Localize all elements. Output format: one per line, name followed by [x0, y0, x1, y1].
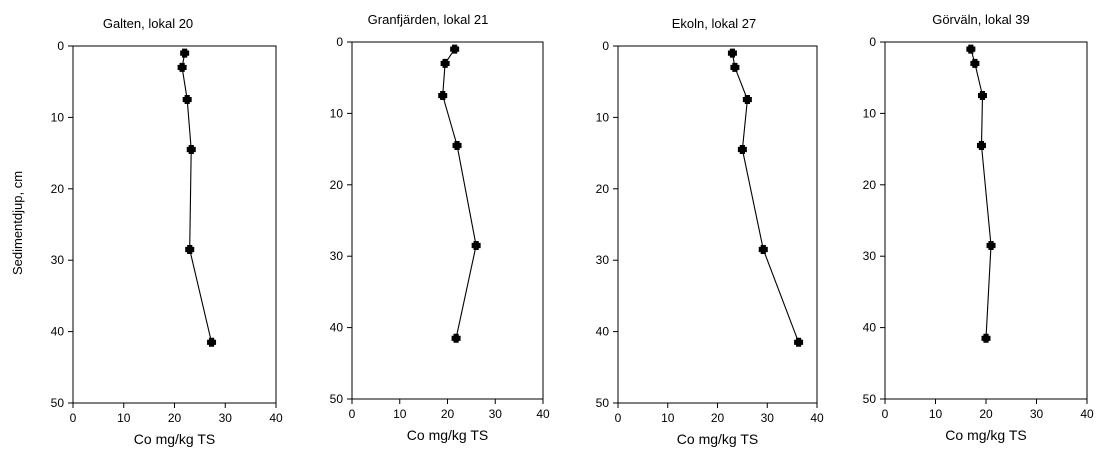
x-tick-label: 40 — [1080, 407, 1094, 421]
y-tick-label: 50 — [330, 392, 344, 406]
data-point — [737, 145, 747, 155]
data-point — [758, 244, 768, 254]
y-tick-label: 20 — [51, 182, 65, 196]
data-point — [438, 91, 448, 101]
y-axis-label: Sedimentdjup, cm — [10, 171, 25, 275]
y-tick-label: 40 — [596, 325, 610, 339]
data-point — [986, 240, 996, 250]
data-point — [450, 44, 460, 54]
x-tick-label: 0 — [349, 407, 356, 421]
data-point — [727, 48, 737, 58]
data-point — [186, 145, 196, 155]
y-tick-label: 50 — [596, 396, 610, 410]
data-point — [440, 58, 450, 68]
x-tick-label: 30 — [761, 411, 775, 425]
panel-title: Görväln, lokal 39 — [932, 12, 1030, 27]
x-tick-label: 10 — [117, 411, 131, 425]
y-tick-label: 40 — [330, 321, 344, 335]
data-point — [207, 337, 217, 347]
y-tick-label: 10 — [863, 106, 877, 120]
x-tick-label: 20 — [979, 407, 993, 421]
panel-title: Ekoln, lokal 27 — [672, 16, 757, 31]
y-tick-label: 40 — [51, 325, 65, 339]
x-tick-label: 20 — [711, 411, 725, 425]
x-axis-label: Co mg/kg TS — [407, 427, 488, 443]
data-point — [452, 141, 462, 151]
x-tick-label: 40 — [536, 407, 550, 421]
panel-title: Galten, lokal 20 — [103, 16, 193, 31]
data-point — [177, 62, 187, 72]
y-tick-label: 50 — [51, 396, 65, 410]
x-tick-label: 30 — [219, 411, 233, 425]
y-tick-label: 30 — [51, 253, 65, 267]
data-point — [451, 333, 461, 343]
y-tick-label: 20 — [863, 178, 877, 192]
x-tick-label: 40 — [269, 411, 283, 425]
y-tick-label: 10 — [596, 110, 610, 124]
x-tick-label: 0 — [882, 407, 889, 421]
panel-title: Granfjärden, lokal 21 — [368, 12, 489, 27]
x-tick-label: 0 — [70, 411, 77, 425]
y-tick-label: 40 — [863, 321, 877, 335]
data-point — [471, 240, 481, 250]
y-tick-label: 0 — [57, 39, 64, 53]
x-tick-label: 10 — [929, 407, 943, 421]
plot-frame — [617, 45, 818, 404]
y-tick-label: 10 — [51, 110, 65, 124]
y-tick-label: 30 — [330, 249, 344, 263]
y-tick-label: 30 — [596, 253, 610, 267]
y-tick-label: 30 — [863, 249, 877, 263]
y-tick-label: 50 — [863, 392, 877, 406]
x-tick-label: 10 — [393, 407, 407, 421]
y-tick-label: 0 — [336, 35, 343, 49]
x-tick-label: 30 — [1030, 407, 1044, 421]
data-point — [794, 337, 804, 347]
x-tick-label: 40 — [810, 411, 824, 425]
panel-2: Granfjärden, lokal 21 0 10 20 30 40 50 0 10 20 30 4… — [330, 12, 550, 443]
y-tick-label: 20 — [330, 178, 344, 192]
x-axis-label: Co mg/kg TS — [677, 431, 758, 447]
x-axis-label: Co mg/kg TS — [134, 431, 215, 447]
y-tick-label: 0 — [602, 39, 609, 53]
data-point — [180, 48, 190, 58]
x-tick-label: 20 — [441, 407, 455, 421]
series-line — [731, 53, 800, 343]
panel-3: Ekoln, lokal 27 0 10 20 30 40 50 0 10 20 30 40 Co mg… — [596, 16, 824, 447]
data-point — [742, 95, 752, 105]
x-axis-label: Co mg/kg TS — [945, 427, 1026, 443]
data-point — [730, 62, 740, 72]
data-point — [970, 58, 980, 68]
x-tick-label: 20 — [168, 411, 182, 425]
panel-4: Görväln, lokal 39 0 10 20 30 40 50 0 10 20 30 40 Co … — [863, 12, 1094, 443]
panel-1: Galten, lokal 20 0 10 20 30 40 50 0 10 20 30 40 Co m… — [51, 16, 283, 447]
y-tick-label: 0 — [869, 35, 876, 49]
x-tick-label: 0 — [615, 411, 622, 425]
data-point — [185, 244, 195, 254]
data-point — [981, 333, 991, 343]
y-tick-label: 10 — [330, 106, 344, 120]
data-point — [976, 141, 986, 151]
plot-frame — [351, 41, 544, 400]
data-point — [966, 44, 976, 54]
y-tick-label: 20 — [596, 182, 610, 196]
data-point — [977, 91, 987, 101]
data-point — [182, 95, 192, 105]
x-tick-label: 30 — [489, 407, 503, 421]
x-tick-label: 10 — [661, 411, 675, 425]
plot-frame — [72, 45, 277, 404]
series-line — [442, 48, 477, 339]
